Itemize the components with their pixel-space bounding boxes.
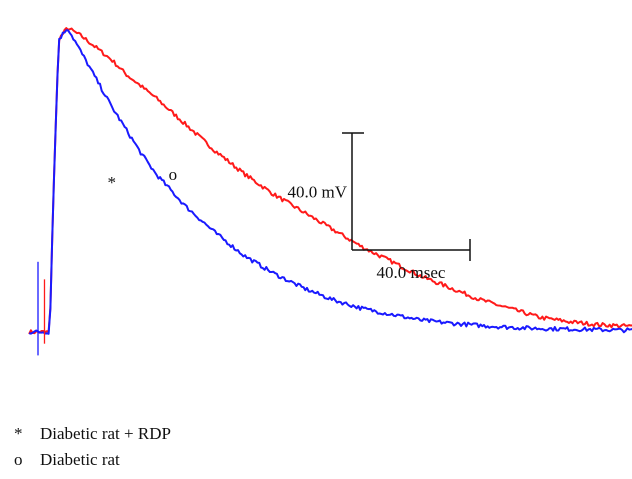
legend-item-diabetic: o Diabetic rat <box>14 450 120 466</box>
scale-bar-y-label: 40.0 mV <box>288 183 348 202</box>
plot-area <box>30 22 605 367</box>
trace-diabetic-rat <box>28 27 632 335</box>
trace-diabetic-rat-rdp <box>28 29 632 335</box>
legend-item-rdp: * Diabetic rat + RDP <box>14 424 171 444</box>
legend-label-diabetic: Diabetic rat <box>40 450 120 466</box>
annotation-group: * o <box>107 165 177 192</box>
scale-bar: 40.0 mV 40.0 msec <box>288 132 471 282</box>
scale-bar-x-label: 40.0 msec <box>377 263 446 282</box>
trace-group <box>28 27 632 356</box>
annotation-asterisk: * <box>107 173 116 192</box>
legend-label-rdp: Diabetic rat + RDP <box>40 424 171 443</box>
annotation-circle: o <box>169 165 178 184</box>
legend-symbol-asterisk: * <box>14 424 23 443</box>
legend-symbol-circle: o <box>14 450 23 466</box>
